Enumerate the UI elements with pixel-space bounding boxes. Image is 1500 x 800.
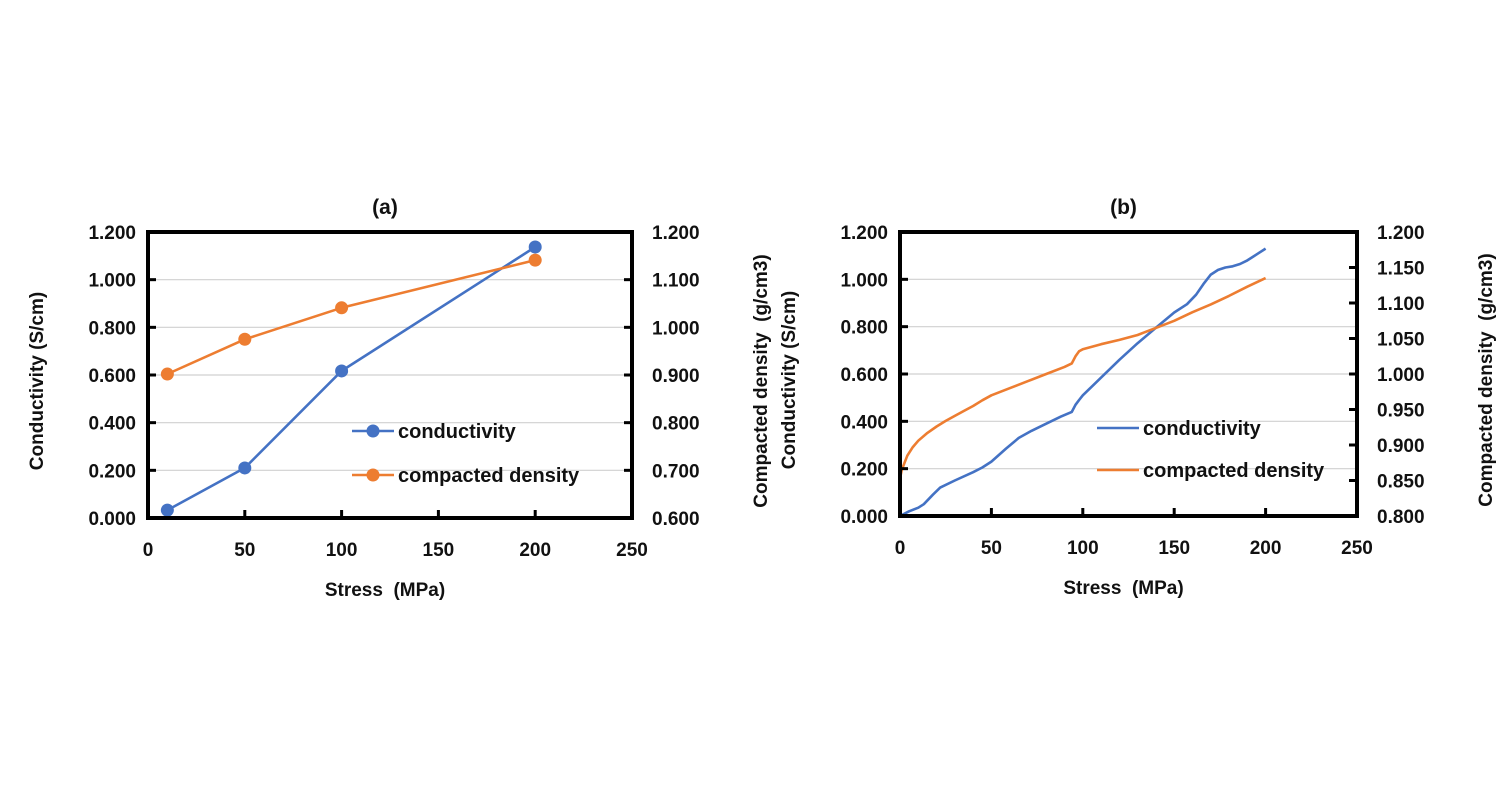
data-point-conductivity — [160, 503, 174, 517]
legend: conductivity compacted density — [352, 421, 580, 487]
data-point-conductivity — [238, 461, 252, 475]
x-tick-label: 0 — [895, 538, 906, 559]
y-tick-label: 1.000 — [840, 270, 888, 291]
axis-ticks: 0.000 0.200 0.400 0.600 0.800 1.000 1.200 0.600… — [88, 223, 699, 561]
y-axis-label: Conductivity (S/cm) — [779, 291, 800, 469]
legend-label-compacted-density: compacted density — [1143, 460, 1325, 482]
y-tick-label: 0.200 — [840, 460, 888, 481]
x-tick-label: 200 — [519, 540, 551, 561]
y-tick-label: 0.800 — [840, 318, 888, 339]
legend-marker-conductivity — [366, 424, 380, 438]
y2-tick-label: 0.800 — [1377, 507, 1425, 528]
x-axis-label: Stress (MPa) — [1063, 578, 1183, 599]
y2-tick-label: 1.150 — [1377, 259, 1425, 280]
y2-tick-label: 1.000 — [652, 318, 700, 339]
y2-tick-label: 1.200 — [1377, 223, 1425, 244]
y2-tick-label: 1.000 — [1377, 365, 1425, 386]
chart-panel-a: 0.000 0.200 0.400 0.600 0.800 1.000 1.200 0.600… — [27, 196, 772, 601]
series — [160, 240, 542, 517]
data-point-conductivity — [335, 364, 349, 378]
x-tick-label: 200 — [1250, 538, 1282, 559]
series — [898, 247, 1267, 518]
y2-tick-label: 0.600 — [652, 509, 700, 530]
legend-marker-compacted-density — [366, 468, 380, 482]
chart-title: (a) — [372, 196, 398, 219]
x-tick-label: 250 — [1341, 538, 1373, 559]
y-tick-label: 0.600 — [88, 366, 136, 387]
axis-ticks: 0.000 0.200 0.400 0.600 0.800 1.000 1.200 0.800… — [840, 223, 1424, 559]
legend-label-conductivity: conductivity — [398, 421, 517, 443]
y2-axis-label: Compacted density (g/cm3) — [751, 254, 772, 507]
y-tick-label: 0.400 — [88, 414, 136, 435]
data-point-conductivity — [528, 240, 542, 254]
y-tick-label: 0.000 — [840, 507, 888, 528]
x-tick-label: 100 — [326, 540, 358, 561]
data-point-compacted-density — [335, 301, 349, 315]
series-line-compacted-density — [166, 258, 536, 376]
y2-tick-label: 0.700 — [652, 461, 700, 482]
y2-tick-label: 1.100 — [652, 271, 700, 292]
y-tick-label: 0.600 — [840, 365, 888, 386]
y-axis-label: Conductivity (S/cm) — [27, 292, 48, 470]
series-line-conductivity — [166, 245, 536, 512]
y-tick-label: 1.200 — [840, 223, 888, 244]
legend-label-compacted-density: compacted density — [398, 465, 580, 487]
y2-tick-label: 0.900 — [1377, 436, 1425, 457]
y2-axis-label: Compacted density (g/cm3) — [1476, 253, 1497, 506]
data-point-compacted-density — [238, 332, 252, 346]
y-tick-label: 0.400 — [840, 412, 888, 433]
chart-title: (b) — [1110, 196, 1137, 219]
x-tick-label: 100 — [1067, 538, 1099, 559]
chart-panel-b: 0.000 0.200 0.400 0.600 0.800 1.000 1.200 0.800… — [779, 196, 1497, 599]
x-tick-label: 50 — [981, 538, 1002, 559]
gridlines — [148, 279, 632, 471]
x-tick-label: 250 — [616, 540, 648, 561]
gridlines — [900, 278, 1357, 470]
series-line-conductivity — [899, 247, 1267, 518]
x-tick-label: 50 — [234, 540, 255, 561]
x-tick-label: 0 — [143, 540, 154, 561]
x-tick-label: 150 — [423, 540, 455, 561]
y2-tick-label: 0.850 — [1377, 472, 1425, 493]
legend-label-conductivity: conductivity — [1143, 418, 1262, 440]
y-tick-label: 1.200 — [88, 223, 136, 244]
x-axis-label: Stress (MPa) — [325, 580, 445, 601]
y2-tick-label: 1.200 — [652, 223, 700, 244]
y-tick-label: 0.000 — [88, 509, 136, 530]
data-point-compacted-density — [528, 253, 542, 267]
y2-tick-label: 0.800 — [652, 414, 700, 435]
y-tick-label: 1.000 — [88, 271, 136, 292]
x-tick-label: 150 — [1158, 538, 1190, 559]
y-tick-label: 0.800 — [88, 318, 136, 339]
y2-tick-label: 1.100 — [1377, 294, 1425, 315]
y2-tick-label: 0.950 — [1377, 401, 1425, 422]
y2-tick-label: 0.900 — [652, 366, 700, 387]
data-point-compacted-density — [160, 367, 174, 381]
legend: conductivity compacted density — [1097, 418, 1325, 482]
y2-tick-label: 1.050 — [1377, 330, 1425, 351]
y-tick-label: 0.200 — [88, 461, 136, 482]
series-line-compacted-density — [898, 276, 1267, 479]
